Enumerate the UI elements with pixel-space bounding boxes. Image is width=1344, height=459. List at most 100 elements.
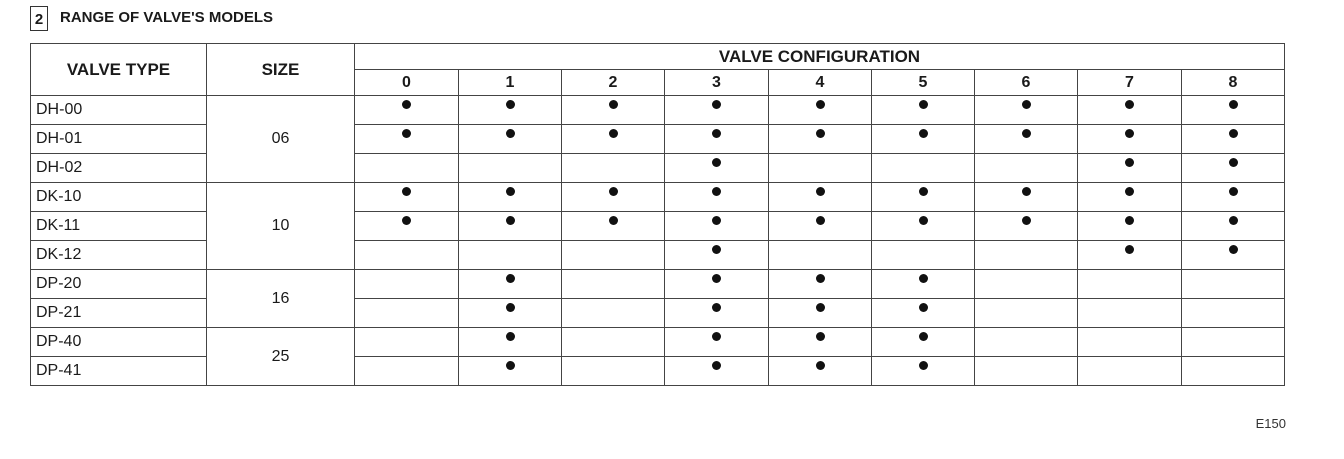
table-row: DH-02 [30,153,1285,183]
available-dot-icon [1125,129,1134,138]
config-cell-6 [974,153,1078,183]
available-dot-icon [712,245,721,254]
config-cell-2 [561,327,665,357]
config-cell-3 [664,269,769,299]
available-dot-icon [505,129,515,138]
config-header-7: 7 [1077,69,1182,96]
config-cell-5 [871,95,975,125]
available-dot-icon [1228,129,1238,138]
config-cell-2 [561,95,665,125]
config-cell-5 [871,240,975,270]
config-cell-6 [974,95,1078,125]
available-dot-icon [712,332,721,341]
config-cell-0 [354,356,459,386]
available-dot-icon [402,187,411,196]
table-row: DH-00 06 [30,95,1285,183]
config-cell-2 [561,240,665,270]
config-cell-7 [1077,298,1182,328]
config-cell-4 [768,298,872,328]
config-cell-1 [458,356,562,386]
config-cell-7 [1077,356,1182,386]
config-cell-6 [974,211,1078,241]
config-header-2: 2 [561,69,665,96]
config-cell-8 [1181,153,1285,183]
config-cell-7 [1077,269,1182,299]
available-dot-icon [712,361,721,370]
config-header-4: 4 [768,69,872,96]
config-cell-7 [1077,327,1182,357]
config-cell-2 [561,298,665,328]
available-dot-icon [608,100,618,109]
config-cell-7 [1077,211,1182,241]
valve-type-cell: DH-02 [30,153,207,183]
valve-type-cell: DK-11 [30,211,207,241]
available-dot-icon [1228,187,1238,196]
config-cell-0 [354,240,459,270]
config-cell-2 [561,269,665,299]
table-row: DP-21 [30,298,1285,328]
config-cell-0 [354,327,459,357]
config-cell-1 [458,240,562,270]
config-cell-8 [1181,182,1285,212]
config-cell-0 [354,124,459,154]
available-dot-icon [505,100,515,109]
config-cell-4 [768,153,872,183]
available-dot-icon [712,129,721,138]
config-cell-1 [458,327,562,357]
valve-type-cell: DP-41 [30,356,207,386]
config-cell-6 [974,182,1078,212]
available-dot-icon [505,274,515,283]
config-cell-6 [974,240,1078,270]
config-cell-6 [974,124,1078,154]
config-cell-4 [768,356,872,386]
available-dot-icon [1125,216,1134,225]
available-dot-icon [815,361,825,370]
valve-configuration-header: VALVE CONFIGURATION [354,43,1285,70]
config-cell-5 [871,327,975,357]
config-cell-2 [561,124,665,154]
config-cell-6 [974,298,1078,328]
available-dot-icon [712,100,721,109]
valve-type-cell: DK-12 [30,240,207,270]
available-dot-icon [1021,216,1031,225]
valve-type-cell: DP-21 [30,298,207,328]
available-dot-icon [712,274,721,283]
config-cell-1 [458,182,562,212]
config-cell-3 [664,95,769,125]
config-cell-2 [561,356,665,386]
available-dot-icon [712,187,721,196]
available-dot-icon [918,274,928,283]
config-cell-7 [1077,124,1182,154]
config-cell-3 [664,182,769,212]
table-row: DH-01 [30,124,1285,154]
available-dot-icon [402,216,411,225]
config-header-6: 6 [974,69,1078,96]
available-dot-icon [1125,187,1134,196]
config-cell-8 [1181,124,1285,154]
config-header-1: 1 [458,69,562,96]
available-dot-icon [1228,158,1238,167]
available-dot-icon [1228,216,1238,225]
config-cell-0 [354,298,459,328]
config-cell-4 [768,211,872,241]
config-cell-7 [1077,182,1182,212]
config-cell-8 [1181,327,1285,357]
available-dot-icon [712,216,721,225]
table-row: DP-40 25 [30,327,1285,386]
config-cell-6 [974,356,1078,386]
config-cell-8 [1181,269,1285,299]
config-cell-4 [768,182,872,212]
config-cell-0 [354,211,459,241]
config-cell-3 [664,298,769,328]
available-dot-icon [918,100,928,109]
available-dot-icon [1021,100,1031,109]
available-dot-icon [608,187,618,196]
config-cell-3 [664,153,769,183]
available-dot-icon [505,187,515,196]
available-dot-icon [505,332,515,341]
config-cell-6 [974,327,1078,357]
size-header: SIZE [206,43,355,96]
section-number: 2 [30,6,48,31]
valve-type-cell: DP-40 [30,327,207,357]
config-cell-5 [871,211,975,241]
